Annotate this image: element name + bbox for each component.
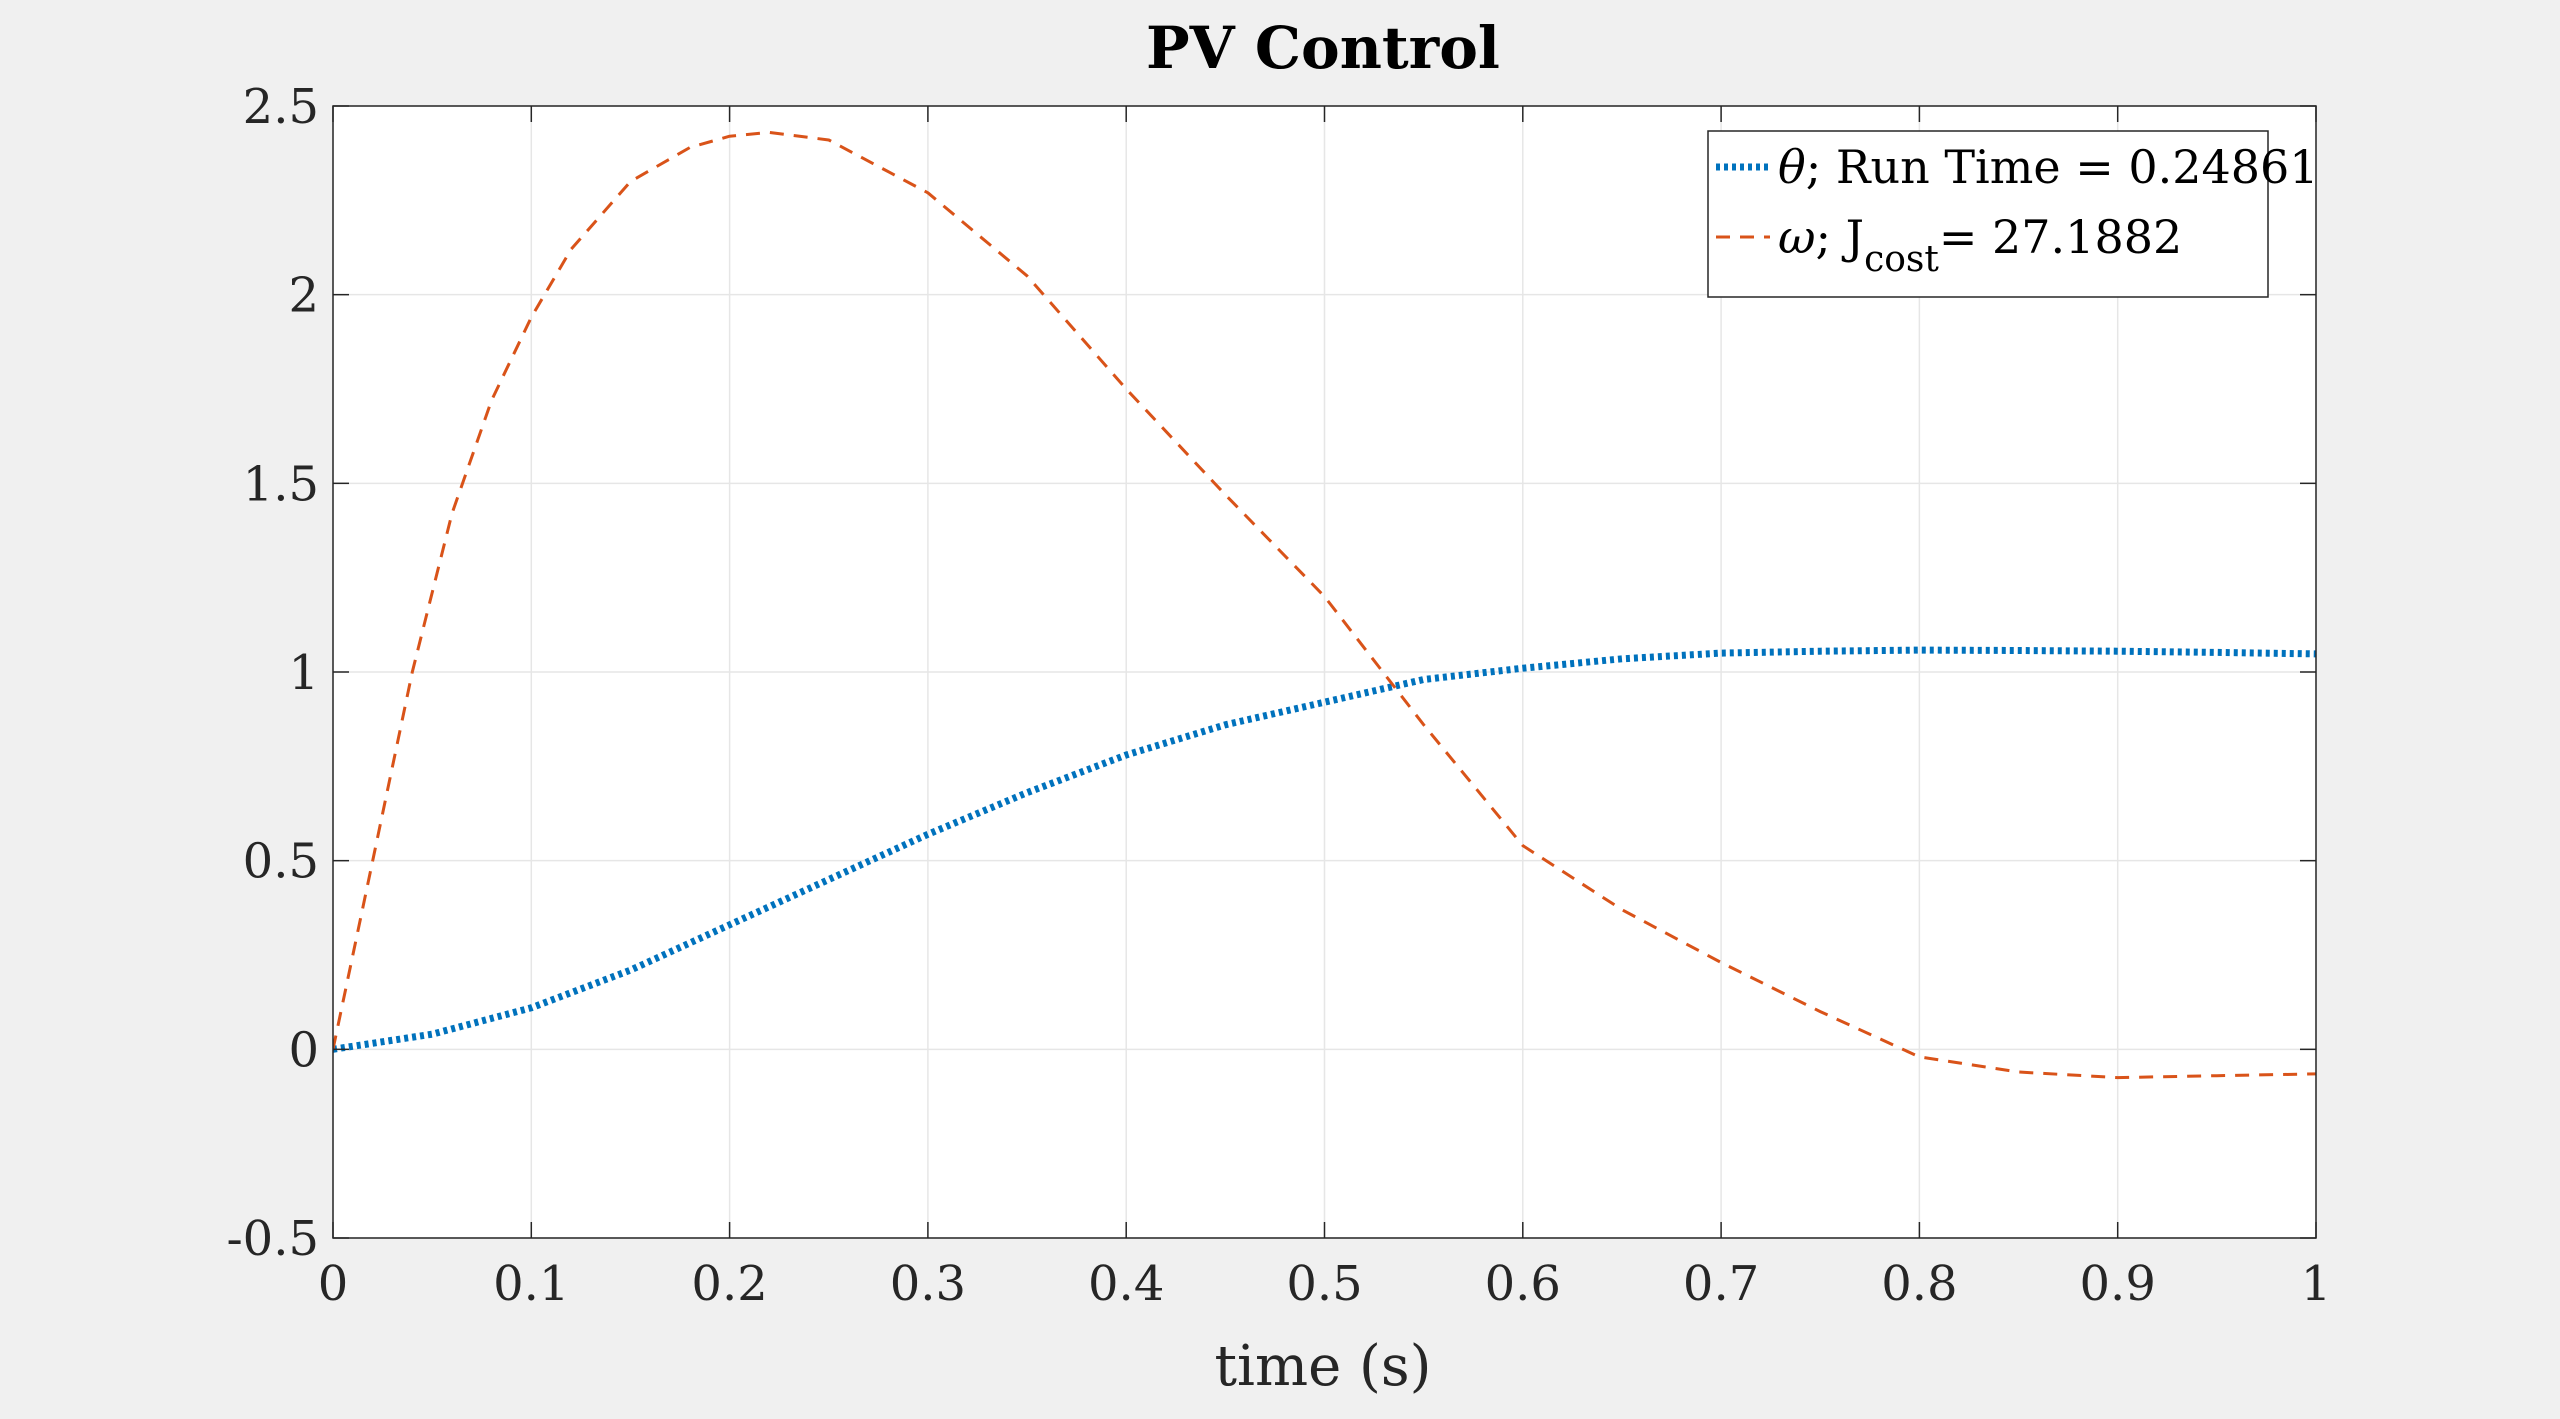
y-tick-label: 1 xyxy=(288,645,319,701)
y-tick-label: 2 xyxy=(288,268,319,324)
y-tick-label: 2.5 xyxy=(243,79,319,135)
series-line-theta xyxy=(333,646,2316,1053)
legend-box xyxy=(1707,130,2269,298)
legend-symbol: θ xyxy=(1778,140,1806,194)
x-axis-title: time (s) xyxy=(1215,1334,1432,1399)
x-tick-label: 1 xyxy=(2301,1256,2332,1312)
x-tick-label: 0.6 xyxy=(1485,1256,1561,1312)
y-tick-label: 1.5 xyxy=(243,456,319,512)
x-tick-label: 0.8 xyxy=(1881,1256,1957,1312)
legend: θ; Run Time = 0.24861 ω; Jcost= 27.1882 xyxy=(1707,130,2319,298)
x-tick-label: 0.1 xyxy=(493,1256,569,1312)
legend-label: ; J xyxy=(1816,210,1865,264)
y-tick-label: 0.5 xyxy=(243,834,319,890)
chart-title: PV Control xyxy=(1146,14,1500,82)
y-tick-label: 0 xyxy=(288,1022,319,1078)
x-tick-label: 0.7 xyxy=(1683,1256,1759,1312)
x-tick-label: 0.3 xyxy=(890,1256,966,1312)
x-tick-label: 0.9 xyxy=(2080,1256,2156,1312)
legend-symbol: ω xyxy=(1778,210,1816,264)
x-tick-label: 0.5 xyxy=(1286,1256,1362,1312)
legend-label: ; Run Time = 0.24861 xyxy=(1806,140,2319,194)
x-tick-label: 0 xyxy=(318,1256,349,1312)
legend-entry-theta: θ; Run Time = 0.24861 xyxy=(1778,140,2319,194)
legend-entry-omega: ω; Jcost= 27.1882 xyxy=(1778,210,2182,280)
legend-value: = 27.1882 xyxy=(1939,210,2182,264)
y-tick-label: -0.5 xyxy=(226,1211,319,1267)
legend-subscript: cost xyxy=(1864,239,1939,280)
x-tick-label: 0.4 xyxy=(1088,1256,1164,1312)
x-tick-label: 0.2 xyxy=(691,1256,767,1312)
series-line-omega xyxy=(333,130,2316,1080)
